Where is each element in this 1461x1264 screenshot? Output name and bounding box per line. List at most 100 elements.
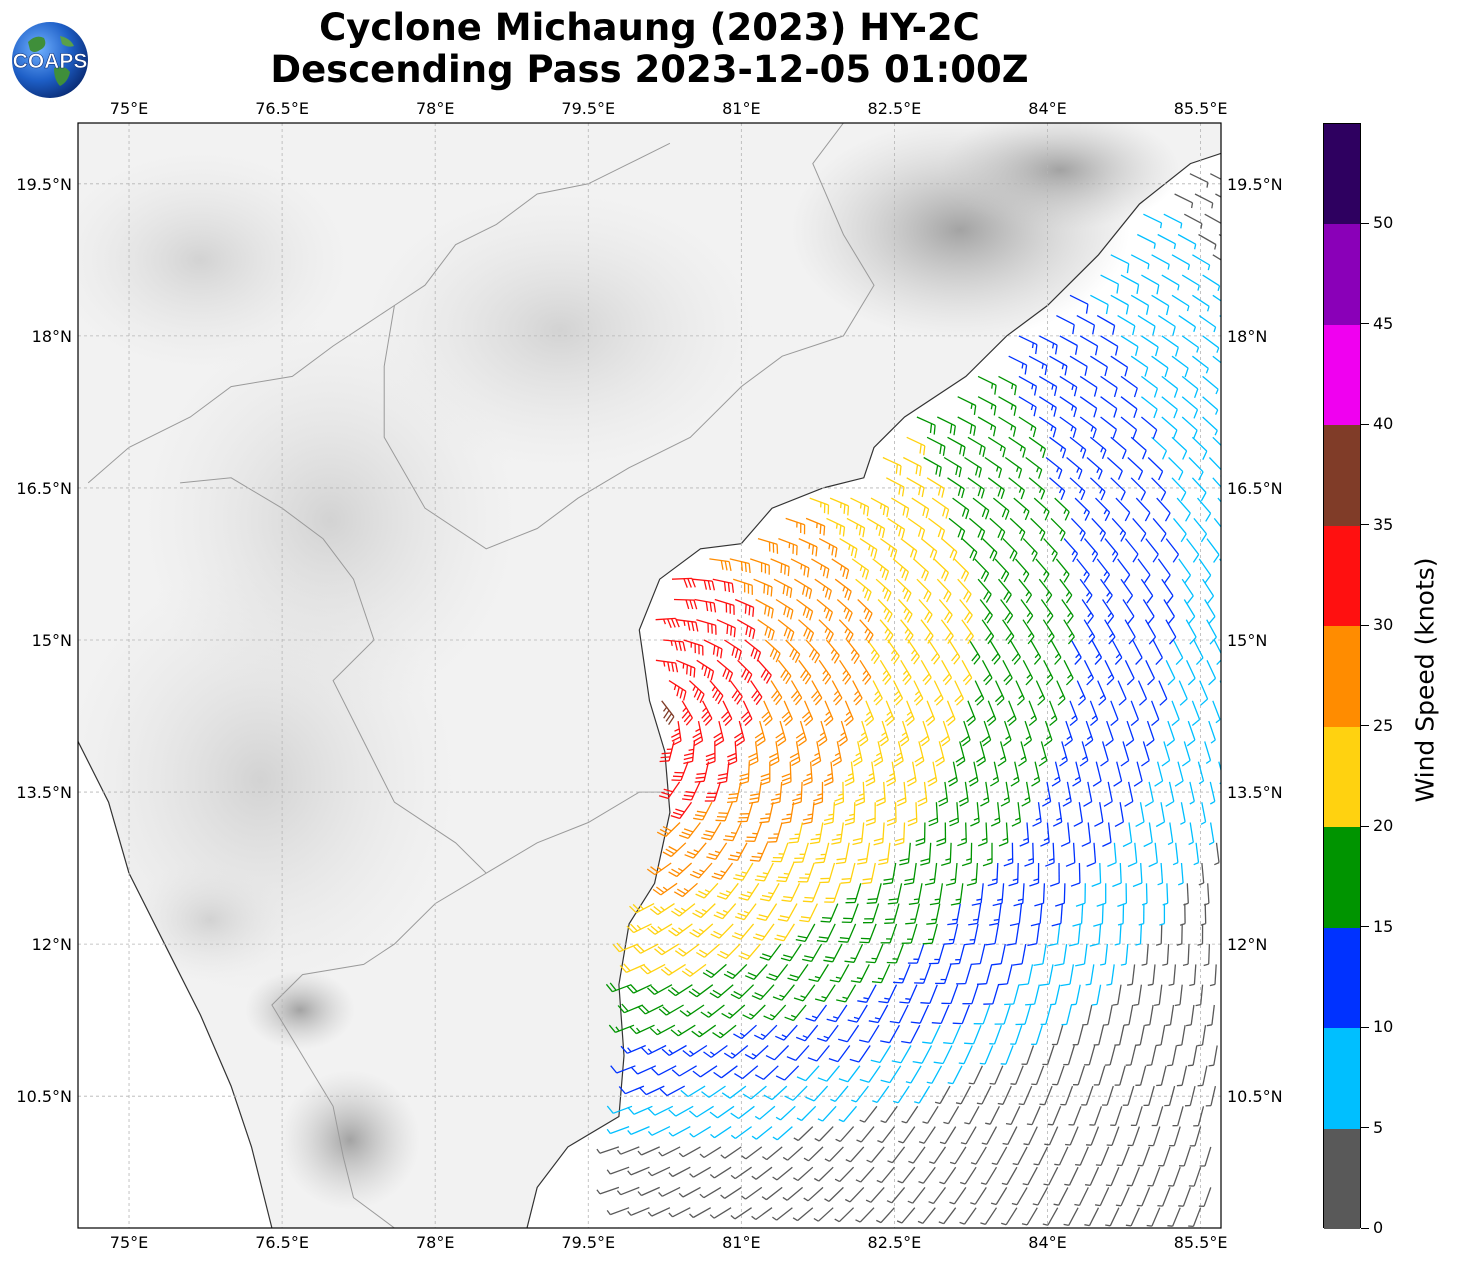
wind-barb: [941, 984, 959, 1005]
wind-barb: [896, 781, 907, 807]
wind-barb: [892, 558, 910, 581]
wind-barb: [799, 903, 818, 923]
wind-barb: [1185, 1004, 1195, 1027]
wind-barb: [774, 923, 795, 942]
wind-barb: [793, 842, 809, 863]
wind-barb: [882, 456, 902, 476]
wind-barb: [671, 721, 682, 746]
wind-barb: [905, 1065, 922, 1084]
wind-barb: [974, 680, 985, 706]
wind-barb: [929, 1146, 947, 1165]
wind-barb: [748, 741, 759, 766]
lat-tick-label-left: 19.5°N: [16, 175, 72, 194]
wind-barb: [1072, 761, 1082, 787]
wind-barb: [1124, 538, 1139, 563]
wind-barb: [1074, 1187, 1089, 1207]
wind-barb: [796, 598, 814, 621]
wind-barb: [889, 1004, 909, 1024]
wind-barb: [1022, 619, 1035, 645]
wind-barb: [954, 680, 964, 706]
wind-barb: [920, 984, 938, 1004]
wind-barb: [818, 538, 838, 558]
wind-barb: [1204, 213, 1221, 229]
wind-barb: [1130, 700, 1140, 727]
wind-barb: [1210, 173, 1221, 180]
wind-barb: [798, 619, 815, 642]
wind-barb: [668, 862, 693, 878]
wind-barb: [1117, 883, 1128, 908]
wind-barb: [839, 659, 852, 685]
wind-barb: [1203, 883, 1210, 906]
wind-barb: [1202, 396, 1219, 415]
wind-barb: [1069, 436, 1087, 459]
wind-barb: [1117, 558, 1131, 583]
wind-barb: [998, 578, 1012, 603]
wind-barb: [927, 761, 938, 787]
wind-barb: [1114, 802, 1125, 827]
colorbar-segment: [1324, 525, 1360, 627]
wind-barb: [934, 1085, 951, 1105]
terrain-relief: [78, 123, 1180, 1210]
wind-barb: [1197, 497, 1212, 522]
wind-barb: [1186, 660, 1196, 686]
wind-barb: [663, 639, 686, 652]
wind-barb: [1102, 822, 1112, 847]
wind-barb: [859, 538, 878, 559]
wind-barb: [1063, 1045, 1075, 1066]
wind-barb: [880, 1105, 898, 1124]
wind-barb: [735, 903, 757, 921]
wind-barb: [647, 923, 673, 935]
wind-barb: [1161, 375, 1179, 398]
wind-barb: [1048, 700, 1058, 727]
wind-barb: [1100, 578, 1113, 604]
wind-barb: [1076, 558, 1090, 583]
wind-barb: [744, 639, 762, 662]
wind-barb: [627, 1166, 650, 1176]
wind-barb: [1060, 964, 1075, 987]
wind-barb: [920, 538, 938, 561]
wind-barb: [1114, 923, 1122, 946]
wind-barb: [893, 680, 904, 706]
wind-barb: [927, 639, 941, 665]
wind-barb: [1059, 375, 1078, 397]
wind-barb: [689, 923, 714, 938]
wind-barb: [785, 639, 801, 663]
wind-barb: [944, 1227, 946, 1228]
wind-barb: [826, 1004, 848, 1023]
wind-barb: [1110, 355, 1129, 377]
wind-barb: [957, 416, 977, 436]
wind-barb: [1063, 538, 1079, 563]
lat-tick-label-left: 13.5°N: [16, 783, 72, 802]
wind-barb: [1176, 923, 1183, 946]
wind-barb: [994, 1004, 1011, 1025]
wind-barb: [1135, 1025, 1145, 1046]
wind-barb: [1120, 416, 1138, 439]
wind-barb: [745, 822, 763, 842]
wind-barb: [705, 741, 716, 766]
wind-barb: [1151, 254, 1170, 270]
wind-barb: [990, 1187, 1008, 1206]
wind-barb: [1076, 315, 1096, 335]
wind-barb: [945, 862, 958, 886]
wind-barb: [1091, 862, 1102, 888]
wind-barb: [979, 1045, 994, 1065]
wind-barb: [1072, 903, 1084, 927]
wind-barb: [903, 456, 922, 477]
wind-barb: [941, 659, 953, 686]
wind-barb: [714, 598, 735, 615]
wind-barb: [1059, 416, 1077, 438]
wind-barb: [1050, 517, 1066, 542]
wind-barb: [1189, 1126, 1202, 1147]
wind-barb: [838, 619, 854, 643]
wind-barb: [1168, 1166, 1181, 1187]
wind-barb: [1156, 497, 1171, 522]
wind-barb: [654, 943, 680, 956]
wind-barb: [882, 862, 897, 885]
wind-barb: [898, 1126, 916, 1144]
wind-barb: [1100, 396, 1118, 418]
wind-barb: [716, 619, 736, 638]
wind-barb: [878, 984, 898, 1004]
wind-barb: [982, 538, 998, 562]
wind-barb: [835, 1126, 855, 1143]
wind-barb: [1199, 680, 1209, 706]
